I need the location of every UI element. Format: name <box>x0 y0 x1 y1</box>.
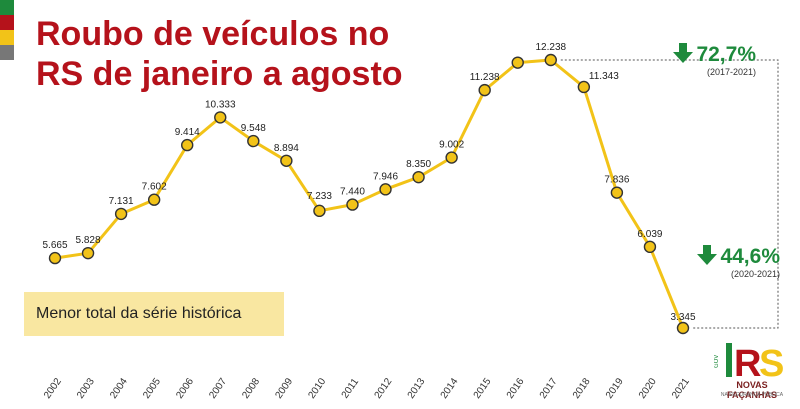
svg-text:R: R <box>734 343 761 380</box>
x-axis-ticks: 2002 2003 2004 2005 2006 2007 2008 2009 2010 2011… <box>42 376 692 401</box>
x-tick-2002: 2002 <box>42 376 64 401</box>
data-label-2008: 9.548 <box>241 123 266 134</box>
logo-text: NOVAS FAÇANHAS <box>726 380 777 400</box>
callout-2020-2021: 44,6% (2020-2021) <box>672 244 780 279</box>
x-tick-2008: 2008 <box>240 376 262 401</box>
svg-text:S: S <box>759 343 784 380</box>
data-point-2020 <box>643 240 657 254</box>
data-point-2006 <box>181 138 194 152</box>
chart-title-line1: Roubo de veículos no <box>36 15 390 53</box>
callout-period: (2017-2021) <box>706 67 756 77</box>
chart-title-line2: RS de janeiro a agosto <box>36 55 403 93</box>
callout-percent: 44,6% <box>720 245 780 268</box>
callout-2017-2021: 72,7% (2017-2021) <box>640 42 756 77</box>
bracket-connectors <box>560 59 779 329</box>
brand-stripe-green <box>0 0 14 15</box>
data-label-2013: 8.350 <box>406 159 431 170</box>
data-label-2004: 7.131 <box>109 196 134 207</box>
data-label-2014: 9.002 <box>439 140 464 151</box>
data-point-2013 <box>412 170 425 184</box>
x-tick-2005: 2005 <box>141 376 163 401</box>
data-point-2017 <box>544 53 557 67</box>
x-tick-2006: 2006 <box>174 376 196 401</box>
x-tick-2012: 2012 <box>373 376 395 401</box>
data-label-2007: 10.333 <box>205 99 236 110</box>
data-point-2009 <box>280 154 293 167</box>
data-label-2018: 11.343 <box>589 71 619 82</box>
data-label-2010: 7.233 <box>307 191 332 202</box>
series-vehicle-thefts <box>48 53 690 335</box>
data-point-2011 <box>346 198 359 211</box>
callout-percent: 72,7% <box>696 43 756 66</box>
down-arrow-icon <box>697 245 718 265</box>
callout-period: (2020-2021) <box>730 269 780 279</box>
x-tick-2020: 2020 <box>637 376 659 401</box>
bracket-2017-2021 <box>560 59 779 329</box>
logo-subtext: NA SEGURANÇA PÚBLICA <box>720 392 784 398</box>
svg-text:GOV: GOV <box>714 354 720 368</box>
gov-rs-logo: GOV R S NOVAS FAÇANHAS NA SEGURANÇA PÚBL… <box>713 340 790 400</box>
brand-stripe-red <box>0 15 14 30</box>
data-label-2002: 5.665 <box>42 240 67 251</box>
x-tick-2013: 2013 <box>406 376 428 401</box>
down-arrow-icon <box>673 43 694 63</box>
x-tick-2017: 2017 <box>538 376 560 401</box>
series-line <box>54 58 685 329</box>
data-point-2005 <box>147 193 161 206</box>
data-label-2011: 7.440 <box>340 187 365 198</box>
data-point-2010 <box>313 204 326 218</box>
data-label-2003: 5.828 <box>76 235 101 246</box>
data-label-2017: 12.238 <box>535 42 566 53</box>
data-point-2007 <box>214 111 227 124</box>
data-label-2020: 6.039 <box>637 229 662 240</box>
x-tick-2009: 2009 <box>273 376 295 401</box>
x-tick-2010: 2010 <box>306 376 328 401</box>
data-point-2014 <box>445 151 458 164</box>
rs-logo-mark: GOV R S <box>713 343 784 385</box>
x-tick-2016: 2016 <box>505 376 527 401</box>
data-point-2002 <box>48 251 62 265</box>
lowest-total-note: Menor total da série histórica <box>24 292 284 336</box>
data-point-2004 <box>114 207 128 221</box>
x-tick-2003: 2003 <box>75 376 97 401</box>
x-tick-2015: 2015 <box>472 376 494 401</box>
x-tick-2018: 2018 <box>571 376 593 401</box>
data-point-2015 <box>478 83 491 97</box>
x-tick-2004: 2004 <box>108 376 130 401</box>
x-tick-2019: 2019 <box>604 376 626 401</box>
data-point-2012 <box>379 183 392 196</box>
brand-stripe-yellow <box>0 30 14 45</box>
data-label-2019: 7.836 <box>604 175 629 186</box>
x-tick-2014: 2014 <box>439 376 461 401</box>
data-label-2021: 3.345 <box>670 312 695 323</box>
data-label-2009: 8.894 <box>274 143 299 154</box>
x-tick-2007: 2007 <box>207 376 229 401</box>
x-tick-2011: 2011 <box>340 376 362 400</box>
data-point-2003 <box>81 246 95 260</box>
data-label-2012: 7.946 <box>373 171 398 182</box>
x-tick-2021: 2021 <box>670 376 692 401</box>
data-labels: 5.665 5.828 7.131 7.602 9.414 10.333 9.548 8.89… <box>42 42 695 323</box>
data-point-2008 <box>247 134 260 148</box>
data-point-2016 <box>511 56 524 69</box>
data-point-2021 <box>676 321 690 335</box>
chart-title: Roubo de veículos no RS de janeiro a ago… <box>36 14 403 94</box>
data-point-2019 <box>610 186 624 199</box>
data-label-2005: 7.602 <box>142 182 167 193</box>
brand-stripe-gray <box>0 45 14 60</box>
data-label-2006: 9.414 <box>175 127 200 138</box>
data-label-2015: 11.238 <box>470 72 500 83</box>
data-point-2018 <box>577 80 591 94</box>
